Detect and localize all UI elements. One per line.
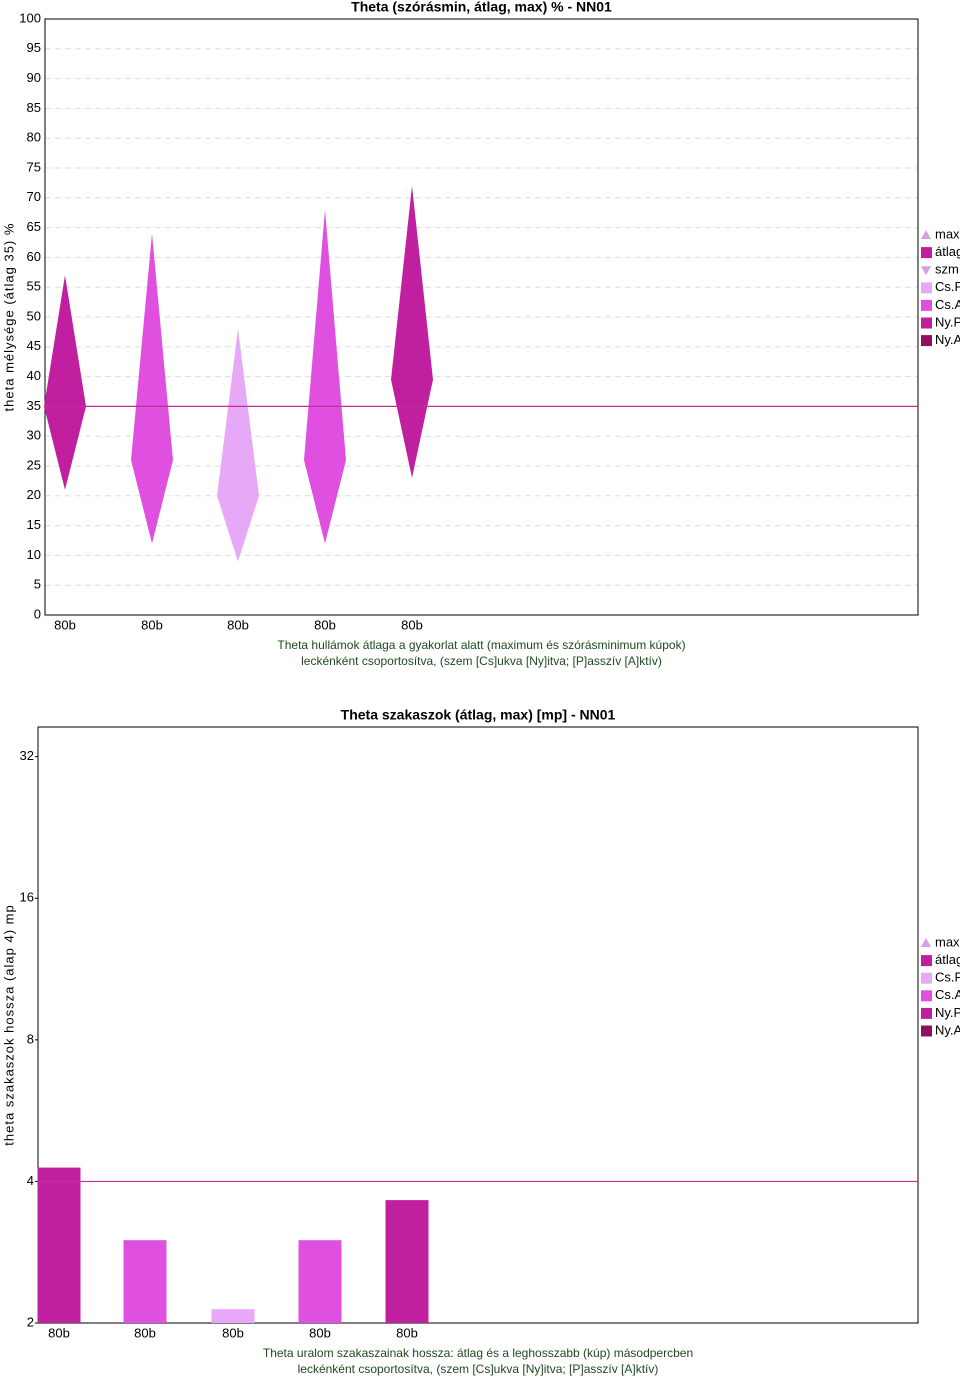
x-tick-label: 80b bbox=[401, 617, 423, 632]
chart-title: Theta szakaszok (átlag, max) [mp] - NN01 bbox=[341, 707, 616, 723]
y-tick-label: 4 bbox=[27, 1173, 34, 1188]
x-tick-label: 80b bbox=[141, 617, 163, 632]
y-axis-label: theta mélysége (átlag 35) % bbox=[1, 223, 16, 412]
legend-label: Cs.P bbox=[935, 279, 960, 294]
y-tick-label: 15 bbox=[27, 517, 41, 532]
chart-title: Theta (szórásmin, átlag, max) % - NN01 bbox=[351, 0, 612, 15]
y-tick-label: 5 bbox=[34, 577, 41, 592]
legend-label: Cs.A bbox=[935, 987, 960, 1002]
legend-marker bbox=[921, 938, 931, 947]
bar bbox=[211, 1309, 255, 1323]
y-tick-label: 80 bbox=[27, 130, 41, 145]
bar bbox=[385, 1200, 429, 1323]
x-axis-label: Theta uralom szakaszainak hossza: átlag … bbox=[263, 1346, 693, 1360]
legend-label: Ny.P bbox=[935, 314, 960, 329]
legend-label: átlag bbox=[935, 952, 960, 967]
plot-frame bbox=[44, 18, 919, 616]
y-tick-label: 30 bbox=[27, 428, 41, 443]
y-tick-label: 90 bbox=[27, 70, 41, 85]
legend-label: max. bbox=[935, 226, 960, 241]
x-tick-label: 80b bbox=[48, 1325, 70, 1340]
x-tick-label: 80b bbox=[54, 617, 76, 632]
y-tick-label: 50 bbox=[27, 308, 41, 323]
legend-label: Ny.A bbox=[935, 1022, 960, 1037]
legend-marker bbox=[921, 299, 932, 311]
legend-label: Cs.A bbox=[935, 297, 960, 312]
legend-marker bbox=[921, 247, 932, 259]
y-tick-label: 95 bbox=[27, 40, 41, 55]
legend-marker bbox=[921, 317, 932, 329]
y-tick-label: 40 bbox=[27, 368, 41, 383]
bar bbox=[37, 1167, 81, 1323]
legend-label: szm. bbox=[935, 262, 960, 277]
bar bbox=[298, 1240, 342, 1323]
x-tick-label: 80b bbox=[134, 1325, 156, 1340]
legend-label: Ny.A bbox=[935, 332, 960, 347]
y-tick-label: 25 bbox=[27, 457, 41, 472]
y-tick-label: 0 bbox=[34, 606, 41, 621]
y-tick-label: 2 bbox=[27, 1314, 34, 1329]
x-tick-label: 80b bbox=[309, 1325, 331, 1340]
plot-frame bbox=[37, 726, 919, 1324]
x-tick-label: 80b bbox=[222, 1325, 244, 1340]
legend-marker bbox=[921, 990, 932, 1002]
legend-label: Ny.P bbox=[935, 1005, 960, 1020]
y-tick-label: 8 bbox=[27, 1031, 34, 1046]
x-axis-label: leckénként csoportosítva, (szem [Cs]ukva… bbox=[298, 1362, 659, 1376]
legend-marker bbox=[921, 230, 931, 239]
y-tick-label: 85 bbox=[27, 100, 41, 115]
y-tick-label: 45 bbox=[27, 338, 41, 353]
legend-marker bbox=[921, 1025, 932, 1037]
legend-marker bbox=[921, 266, 931, 276]
y-tick-label: 35 bbox=[27, 398, 41, 413]
legend-marker bbox=[921, 282, 932, 294]
y-tick-label: 16 bbox=[20, 890, 34, 905]
y-tick-label: 55 bbox=[27, 279, 41, 294]
legend-marker bbox=[921, 1007, 932, 1019]
legend-label: átlag bbox=[935, 244, 960, 259]
y-tick-label: 100 bbox=[19, 10, 41, 25]
y-tick-label: 65 bbox=[27, 219, 41, 234]
diamond bbox=[304, 209, 346, 544]
x-tick-label: 80b bbox=[314, 617, 336, 632]
x-tick-label: 80b bbox=[396, 1325, 418, 1340]
diamond bbox=[44, 275, 86, 490]
legend-label: Cs.P bbox=[935, 970, 960, 985]
y-tick-label: 20 bbox=[27, 487, 41, 502]
legend-label: max. bbox=[935, 934, 960, 949]
x-axis-label: Theta hullámok átlaga a gyakorlat alatt … bbox=[277, 638, 685, 652]
y-tick-label: 75 bbox=[27, 159, 41, 174]
diamond bbox=[391, 185, 433, 478]
y-tick-label: 10 bbox=[27, 547, 41, 562]
y-axis-label: theta szakaszok hossza (alap 4) mp bbox=[1, 904, 16, 1145]
legend-marker bbox=[921, 335, 932, 347]
x-axis-label: leckénként csoportosítva, (szem [Cs]ukva… bbox=[301, 654, 662, 668]
legend-marker bbox=[921, 972, 932, 984]
bar bbox=[123, 1240, 167, 1323]
y-tick-label: 70 bbox=[27, 189, 41, 204]
y-tick-label: 32 bbox=[20, 748, 34, 763]
x-tick-label: 80b bbox=[227, 617, 249, 632]
legend-marker bbox=[921, 955, 932, 967]
diamond bbox=[131, 233, 173, 544]
y-tick-label: 60 bbox=[27, 249, 41, 264]
diamond bbox=[217, 328, 259, 562]
